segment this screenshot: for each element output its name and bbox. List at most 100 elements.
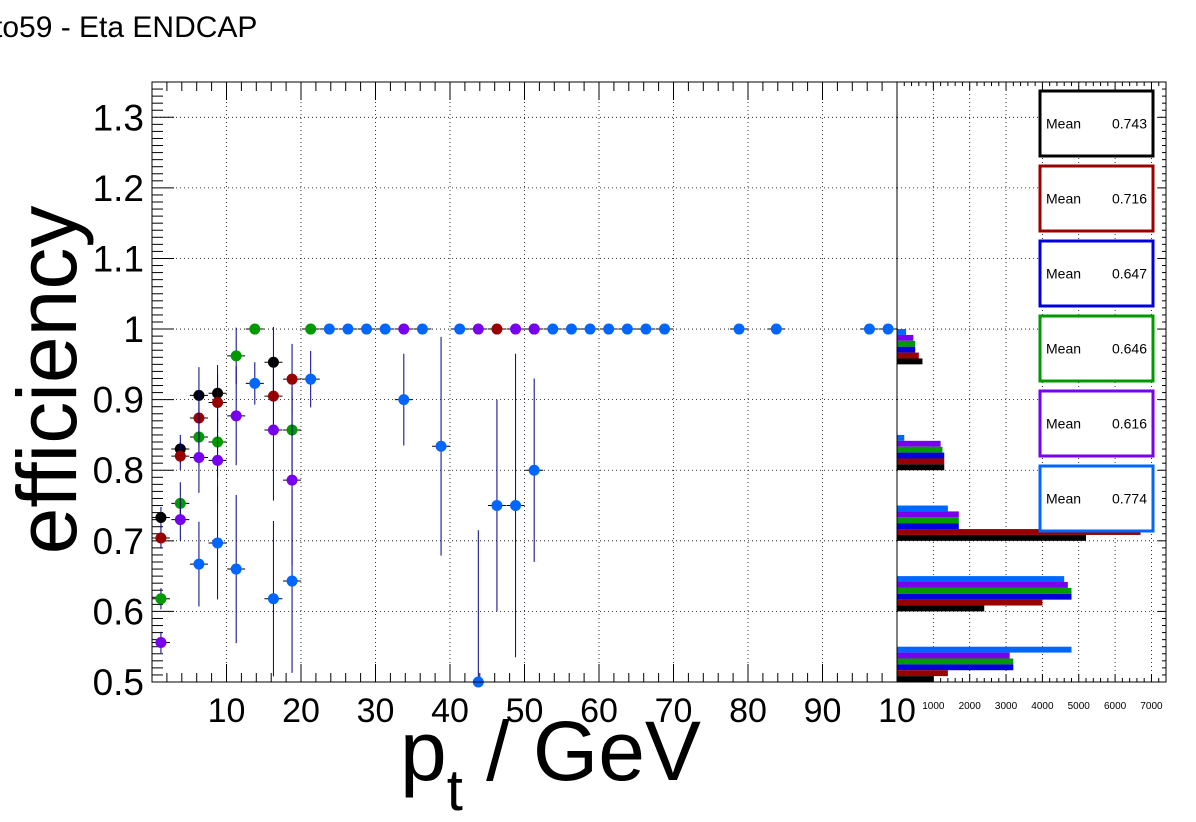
data-marker [193, 452, 205, 464]
histogram-bar [897, 676, 934, 682]
stat-box-frame [1038, 89, 1155, 158]
y-tick-labels: 0.5 0.6 0.7 0.8 0.9 1 1.1 1.2 1.3 [93, 97, 144, 703]
stat-box-frame [1038, 464, 1155, 533]
data-marker [770, 323, 782, 335]
x-tick-label: 60 [580, 692, 618, 730]
data-marker [249, 323, 261, 335]
data-point [151, 588, 170, 610]
stat-box: Mean 0.774 [1038, 464, 1155, 533]
data-point [655, 323, 674, 335]
histogram-bar [897, 452, 945, 459]
y-tick-label: 1.3 [93, 97, 144, 138]
data-marker [174, 450, 186, 462]
histogram-bar [897, 523, 959, 530]
data-marker [659, 323, 671, 335]
data-marker [155, 512, 167, 524]
histogram-x-tick-label: 7000 [1140, 701, 1163, 712]
x-tick-label: 10 [878, 692, 916, 730]
data-point [450, 323, 469, 335]
histogram-bars [897, 329, 1141, 682]
data-marker [491, 323, 503, 335]
data-marker [398, 323, 410, 335]
data-marker [547, 323, 559, 335]
histogram-x-tick-label: 1000 [922, 701, 945, 712]
data-point [227, 366, 246, 466]
histogram-x-tick-label: 3000 [995, 701, 1018, 712]
data-point [245, 323, 264, 335]
data-points [151, 323, 898, 688]
data-marker [155, 532, 167, 544]
data-marker [230, 410, 242, 422]
data-point [525, 323, 544, 335]
x-tick-labels: 10 20 30 40 50 60 70 80 90 10 [208, 692, 916, 730]
histogram-bar [897, 517, 959, 524]
data-marker [305, 323, 317, 335]
data-marker [193, 558, 205, 570]
data-marker [528, 323, 540, 335]
x-tick-label: 10 [208, 692, 246, 730]
histogram-bar [897, 646, 1072, 653]
stat-label: Mean [1046, 341, 1081, 357]
data-marker [212, 537, 224, 549]
histogram-bar [897, 576, 1065, 582]
histogram-x-tick-label: 6000 [1104, 701, 1127, 712]
x-tick-label: 40 [431, 692, 469, 730]
data-point [357, 323, 376, 335]
data-marker [510, 500, 522, 512]
y-tick-label: 0.6 [93, 591, 144, 632]
data-marker [323, 323, 335, 335]
stat-value: 0.743 [1112, 116, 1147, 132]
y-tick-label: 1.1 [93, 238, 144, 279]
y-tick-label: 0.5 [93, 662, 144, 703]
data-marker [230, 350, 242, 362]
data-point [151, 506, 170, 529]
data-point [171, 442, 190, 471]
x-tick-label: 70 [655, 692, 693, 730]
stat-box: Mean 0.616 [1038, 389, 1155, 458]
data-marker [565, 323, 577, 335]
y-tick-label: 0.7 [93, 521, 144, 562]
histogram-bar [897, 352, 919, 359]
histogram-ticks [903, 82, 1166, 683]
data-marker [305, 373, 317, 385]
histogram-bar [897, 511, 959, 518]
stat-value: 0.716 [1112, 191, 1147, 207]
data-point [506, 353, 525, 658]
data-point [264, 359, 283, 501]
histogram-x-tick-label: 2000 [959, 701, 982, 712]
data-marker [528, 464, 540, 476]
histogram-bar [897, 505, 948, 512]
data-point [618, 323, 637, 335]
histogram-x-tick-label: 4000 [1031, 701, 1054, 712]
y-tick-label: 1 [123, 309, 144, 350]
data-point [543, 323, 562, 335]
data-marker [379, 323, 391, 335]
data-marker [510, 323, 522, 335]
data-point [189, 521, 208, 607]
data-marker [212, 454, 224, 466]
efficiency-plot: 10 20 30 40 50 60 70 80 90 10 0.5 0.6 0.7 0.8 0.9 1 1.1… [93, 81, 916, 730]
data-point [413, 323, 432, 335]
data-point [581, 323, 600, 335]
stat-box-frame [1038, 389, 1155, 458]
data-point [562, 323, 581, 335]
data-marker [621, 323, 633, 335]
data-point [599, 323, 618, 335]
histogram-bar [897, 458, 945, 465]
histogram-bar [897, 658, 1014, 665]
data-point [376, 323, 395, 335]
data-marker [454, 323, 466, 335]
data-marker [267, 593, 279, 605]
data-point [394, 323, 413, 335]
chart-title: to59 - Eta ENDCAP [0, 11, 257, 44]
x-tick-label: 20 [282, 692, 320, 730]
data-marker [155, 593, 167, 605]
data-point [432, 336, 451, 556]
data-point [208, 486, 227, 600]
stat-box: Mean 0.716 [1038, 164, 1155, 233]
histogram-bar [897, 334, 914, 341]
stat-label: Mean [1046, 266, 1081, 282]
data-marker [435, 440, 447, 452]
